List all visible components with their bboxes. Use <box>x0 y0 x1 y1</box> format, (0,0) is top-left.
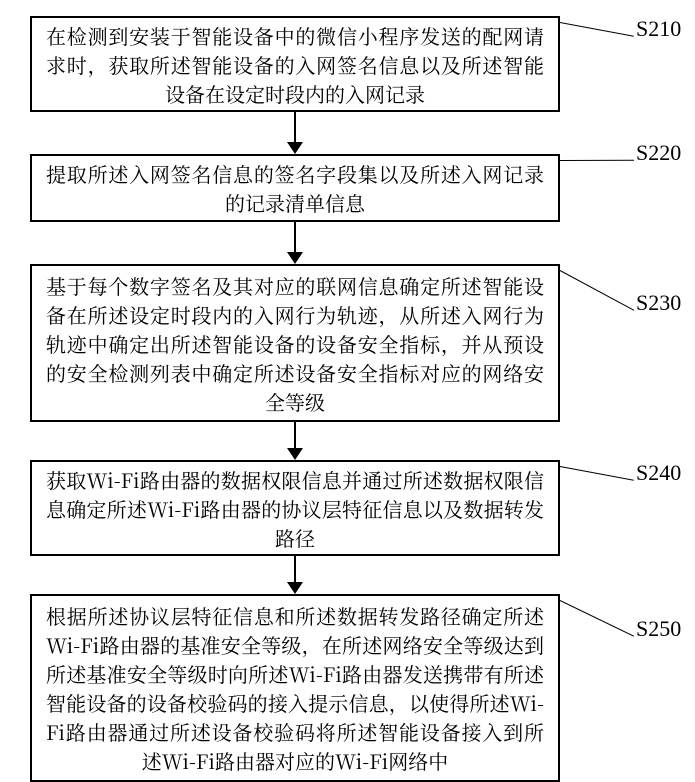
flow-arrow-head <box>287 582 303 594</box>
label-leader <box>560 22 634 37</box>
step-label-S220: S220 <box>636 140 681 166</box>
label-leader <box>560 600 634 637</box>
flow-arrow-head <box>287 448 303 460</box>
flow-node-S220: 提取所述入网签名信息的签名字段集以及所述入网记录的记录清单信息 <box>30 154 560 222</box>
step-label-S250: S250 <box>636 616 681 642</box>
step-label-S210: S210 <box>636 16 681 42</box>
flow-node-S230: 基于每个数字签名及其对应的联网信息确定所述智能设备在所述设定时段内的入网行为轨迹… <box>30 264 560 422</box>
flowchart-canvas: 在检测到安装于智能设备中的微信小程序发送的配网请求时，获取所述智能设备的入网签名… <box>0 0 695 763</box>
flow-arrow <box>294 112 296 142</box>
flow-node-text: 获取Wi-Fi路由器的数据权限信息并通过所述数据权限信息确定所述Wi-Fi路由器… <box>46 465 544 552</box>
step-label-S240: S240 <box>636 460 681 486</box>
label-leader <box>560 160 634 161</box>
flow-arrow-head <box>287 142 303 154</box>
flow-node-text: 在检测到安装于智能设备中的微信小程序发送的配网请求时，获取所述智能设备的入网签名… <box>46 21 544 108</box>
flow-node-S240: 获取Wi-Fi路由器的数据权限信息并通过所述数据权限信息确定所述Wi-Fi路由器… <box>30 460 560 556</box>
flow-node-S210: 在检测到安装于智能设备中的微信小程序发送的配网请求时，获取所述智能设备的入网签名… <box>30 16 560 112</box>
label-leader <box>560 270 634 311</box>
flow-node-text: 根据所述协议层特征信息和所述数据转发路径确定所述Wi-Fi路由器的基准安全等级，… <box>46 601 544 775</box>
flow-arrow <box>294 556 296 582</box>
flow-node-S250: 根据所述协议层特征信息和所述数据转发路径确定所述Wi-Fi路由器的基准安全等级，… <box>30 594 560 782</box>
flow-arrow <box>294 422 296 448</box>
flow-node-text: 提取所述入网签名信息的签名字段集以及所述入网记录的记录清单信息 <box>46 159 544 217</box>
flow-arrow-head <box>287 252 303 264</box>
step-label-S230: S230 <box>636 290 681 316</box>
flow-arrow <box>294 222 296 252</box>
flow-node-text: 基于每个数字签名及其对应的联网信息确定所述智能设备在所述设定时段内的入网行为轨迹… <box>46 271 544 416</box>
label-leader <box>560 466 634 481</box>
